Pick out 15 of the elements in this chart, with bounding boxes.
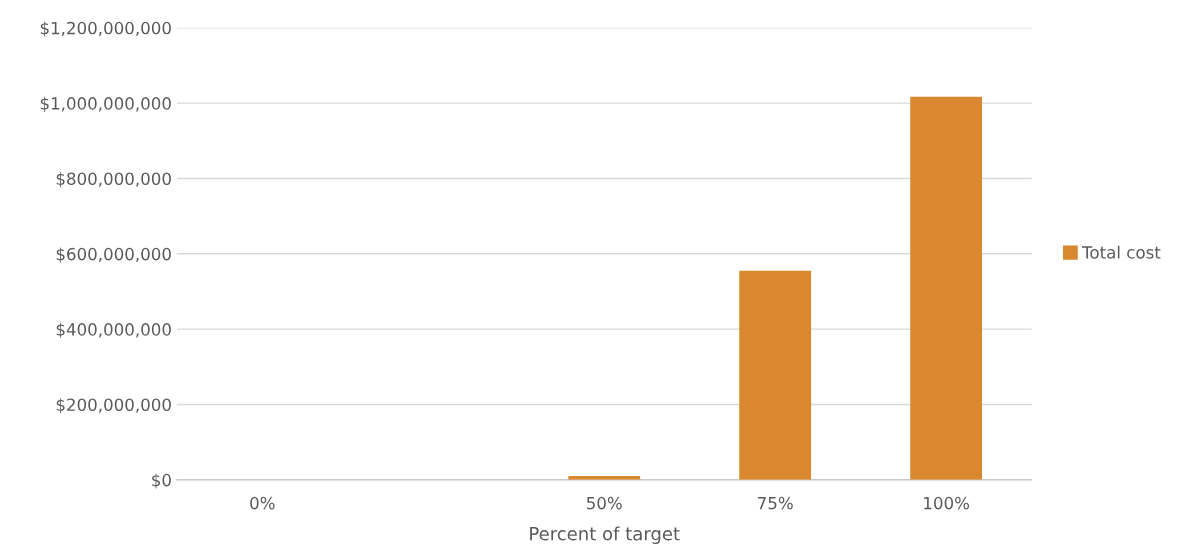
y-tick-label: $800,000,000 — [56, 172, 171, 188]
bar — [910, 96, 983, 480]
x-tick-label: 0% — [250, 496, 275, 510]
legend-label: Total cost — [1082, 245, 1161, 259]
bar — [739, 270, 812, 480]
y-tick-label: $600,000,000 — [56, 247, 171, 263]
y-tick-label: $1,200,000,000 — [40, 21, 171, 37]
y-tick-label: $1,000,000,000 — [40, 96, 171, 112]
y-tick-label: $400,000,000 — [56, 322, 171, 338]
y-tick-label: $0 — [152, 473, 171, 489]
y-tick-label: $200,000,000 — [56, 398, 171, 414]
x-tick-label: 75% — [758, 496, 793, 510]
x-tick-label: 100% — [924, 496, 970, 510]
x-tick-label: 50% — [587, 496, 622, 510]
x-axis-title: Percent of target — [530, 526, 680, 544]
